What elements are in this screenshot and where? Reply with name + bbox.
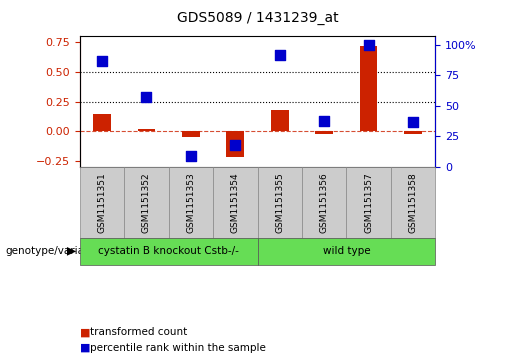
Point [320, 118, 328, 123]
Text: GSM1151355: GSM1151355 [275, 172, 284, 233]
Text: GSM1151358: GSM1151358 [408, 172, 418, 233]
Text: GSM1151356: GSM1151356 [320, 172, 329, 233]
Text: ■: ■ [80, 327, 90, 337]
Bar [359, 46, 377, 131]
Point [98, 58, 106, 64]
Text: GDS5089 / 1431239_at: GDS5089 / 1431239_at [177, 11, 338, 25]
Text: wild type: wild type [322, 246, 370, 256]
Text: ■: ■ [80, 343, 90, 353]
Text: GSM1151354: GSM1151354 [231, 172, 240, 233]
Point [187, 153, 195, 159]
Point [231, 142, 239, 148]
Point [365, 42, 373, 48]
Text: percentile rank within the sample: percentile rank within the sample [90, 343, 266, 353]
Bar [227, 131, 244, 158]
Text: genotype/variation: genotype/variation [5, 246, 104, 256]
Point [409, 119, 417, 125]
Text: GSM1151352: GSM1151352 [142, 172, 151, 233]
Point [142, 94, 150, 100]
Bar [404, 131, 422, 134]
Text: transformed count: transformed count [90, 327, 187, 337]
Bar [271, 110, 288, 131]
Text: cystatin B knockout Cstb-/-: cystatin B knockout Cstb-/- [98, 246, 239, 256]
Text: GSM1151351: GSM1151351 [97, 172, 107, 233]
Text: GSM1151357: GSM1151357 [364, 172, 373, 233]
Bar [93, 114, 111, 131]
Bar [138, 129, 156, 131]
Bar [315, 131, 333, 134]
Text: GSM1151353: GSM1151353 [186, 172, 195, 233]
Bar [182, 131, 200, 137]
Point [276, 52, 284, 57]
Polygon shape [67, 247, 76, 256]
